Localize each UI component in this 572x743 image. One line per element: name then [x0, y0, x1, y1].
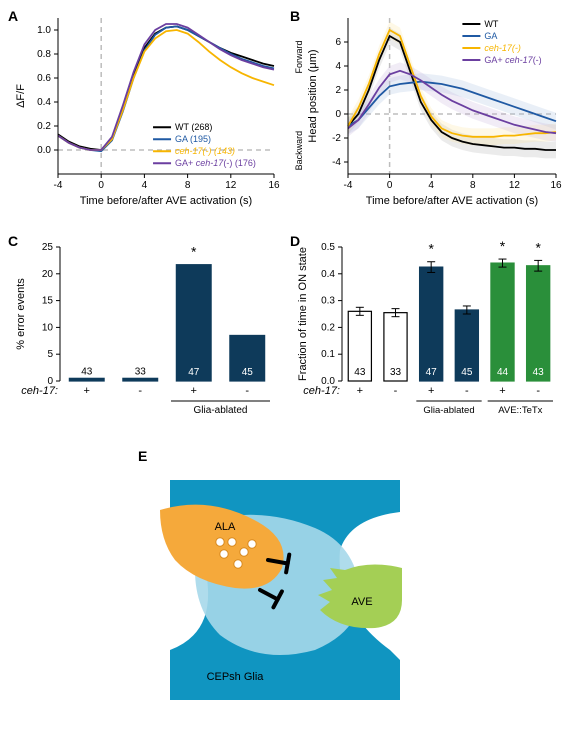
- svg-text:-: -: [465, 385, 469, 397]
- svg-text:+: +: [357, 385, 363, 397]
- svg-text:43: 43: [354, 367, 366, 378]
- svg-text:Time before/after AVE activati: Time before/after AVE activation (s): [366, 195, 538, 207]
- svg-text:2: 2: [335, 85, 341, 96]
- svg-text:0: 0: [335, 109, 341, 120]
- svg-text:4: 4: [335, 61, 341, 72]
- svg-text:-: -: [394, 385, 398, 397]
- svg-text:0: 0: [98, 180, 104, 191]
- svg-text:ALA: ALA: [215, 521, 236, 533]
- svg-text:*: *: [191, 244, 197, 260]
- svg-text:45: 45: [461, 367, 473, 378]
- svg-text:20: 20: [42, 269, 54, 280]
- svg-text:5: 5: [47, 349, 53, 360]
- svg-text:GA+ ceh-17(-): GA+ ceh-17(-): [484, 55, 541, 65]
- svg-text:43: 43: [533, 367, 545, 378]
- svg-text:Fraction of time in ON state: Fraction of time in ON state: [297, 247, 309, 381]
- svg-text:-: -: [138, 385, 142, 397]
- svg-text:*: *: [535, 239, 541, 255]
- svg-text:-4: -4: [54, 180, 63, 191]
- svg-text:Time before/after AVE activati: Time before/after AVE activation (s): [80, 195, 252, 207]
- svg-text:0.0: 0.0: [37, 145, 51, 156]
- svg-text:+: +: [191, 385, 197, 397]
- svg-text:12: 12: [509, 180, 521, 191]
- svg-text:0.3: 0.3: [321, 296, 335, 307]
- panel-a-chart: -4 0 4 8 12 16 0.0 0.2 0.4 0.6 0.8 1.0 Time before/a…: [10, 10, 280, 210]
- svg-text:AVE::TeTx: AVE::TeTx: [498, 405, 542, 416]
- svg-text:0.8: 0.8: [37, 49, 51, 60]
- svg-text:45: 45: [242, 367, 254, 378]
- svg-text:ceh-17:: ceh-17:: [21, 385, 58, 397]
- svg-text:16: 16: [550, 180, 562, 191]
- svg-text:ΔF/F: ΔF/F: [15, 84, 27, 108]
- svg-text:Glia-ablated: Glia-ablated: [194, 405, 248, 416]
- svg-text:0.1: 0.1: [321, 349, 335, 360]
- svg-text:0.4: 0.4: [37, 97, 51, 108]
- svg-text:33: 33: [390, 367, 402, 378]
- svg-text:WT (268): WT (268): [175, 122, 212, 132]
- svg-text:44: 44: [497, 367, 509, 378]
- svg-text:% error events: % error events: [15, 278, 27, 350]
- svg-text:1.0: 1.0: [37, 25, 51, 36]
- svg-text:-: -: [245, 385, 249, 397]
- svg-text:15: 15: [42, 296, 54, 307]
- svg-text:33: 33: [135, 366, 147, 377]
- svg-text:4: 4: [428, 180, 434, 191]
- svg-text:Forward: Forward: [294, 40, 304, 73]
- svg-text:AVE: AVE: [351, 596, 372, 608]
- svg-text:12: 12: [225, 180, 237, 191]
- figure-root: A B C D E -404812160.00.20.40.60.81.0Tim…: [0, 0, 572, 743]
- svg-text:ceh-17(-): ceh-17(-): [484, 43, 521, 53]
- svg-text:ceh-17:: ceh-17:: [303, 385, 340, 397]
- svg-text:16: 16: [268, 180, 280, 191]
- svg-text:+: +: [428, 385, 434, 397]
- svg-text:47: 47: [188, 367, 200, 378]
- panel-b-chart: -4 0 4 8 12 16 -4 -2 0 2 4 6 Time before/after AVE a…: [292, 10, 562, 210]
- svg-text:-2: -2: [332, 133, 341, 144]
- svg-text:25: 25: [42, 242, 54, 253]
- svg-text:0: 0: [387, 180, 393, 191]
- svg-text:10: 10: [42, 322, 54, 333]
- svg-text:0.4: 0.4: [321, 269, 335, 280]
- svg-text:47: 47: [426, 367, 438, 378]
- svg-text:GA (195): GA (195): [175, 134, 211, 144]
- svg-text:43: 43: [81, 366, 93, 377]
- svg-text:+: +: [499, 385, 505, 397]
- svg-text:4: 4: [142, 180, 148, 191]
- svg-text:GA+ ceh-17(-) (176): GA+ ceh-17(-) (176): [175, 158, 256, 168]
- svg-text:+: +: [84, 385, 90, 397]
- svg-text:-4: -4: [344, 180, 353, 191]
- svg-text:0.2: 0.2: [37, 121, 51, 132]
- svg-text:8: 8: [470, 180, 476, 191]
- svg-text:*: *: [500, 238, 506, 254]
- svg-text:GA: GA: [484, 31, 497, 41]
- svg-text:CEPsh Glia: CEPsh Glia: [207, 671, 265, 683]
- svg-text:-4: -4: [332, 157, 341, 168]
- svg-text:WT: WT: [484, 19, 498, 29]
- svg-text:-: -: [536, 385, 540, 397]
- panel-e-schematic: ALA AVE CEPsh Glia: [140, 450, 432, 720]
- svg-text:Backward: Backward: [294, 131, 304, 171]
- svg-text:Glia-ablated: Glia-ablated: [423, 405, 474, 416]
- panel-d-chart: 0.00.10.20.30.40.5Fraction of time in ON…: [292, 235, 562, 425]
- svg-text:Head position (μm): Head position (μm): [307, 49, 319, 142]
- svg-text:*: *: [428, 241, 434, 257]
- svg-text:6: 6: [335, 37, 341, 48]
- svg-text:8: 8: [185, 180, 191, 191]
- panel-c-chart: 0510152025% error events43+33-47+45-*ceh…: [10, 235, 280, 425]
- svg-text:0.2: 0.2: [321, 322, 335, 333]
- svg-text:0.5: 0.5: [321, 242, 335, 253]
- svg-text:0.6: 0.6: [37, 73, 51, 84]
- svg-text:ceh-17(-) (143): ceh-17(-) (143): [175, 146, 235, 156]
